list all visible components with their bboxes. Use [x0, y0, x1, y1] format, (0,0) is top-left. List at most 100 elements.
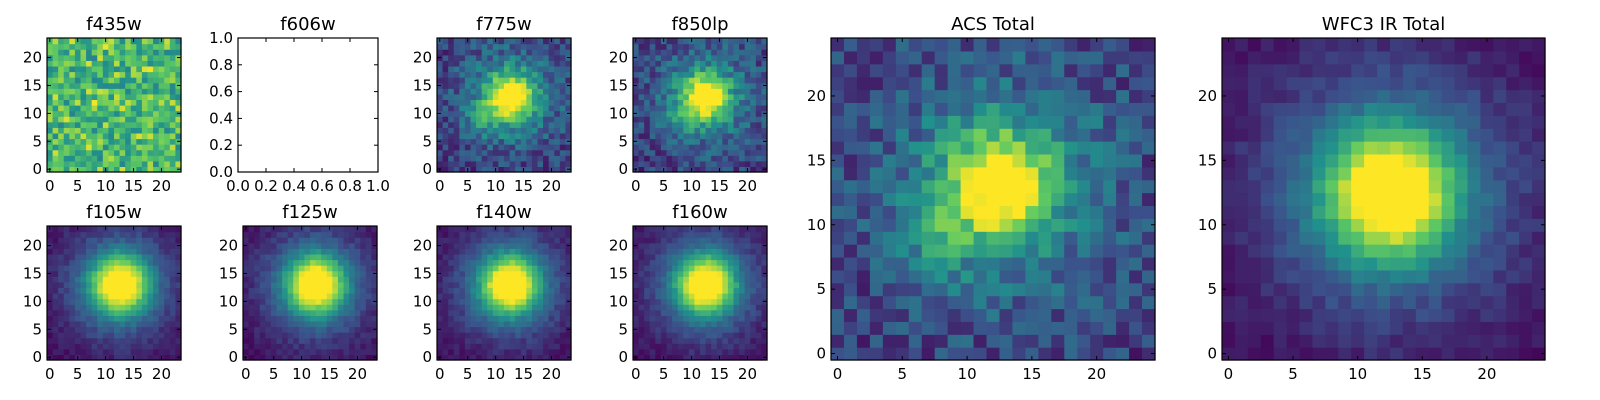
heatmap-cell	[476, 226, 483, 233]
heatmap-cell	[727, 93, 735, 101]
heatmap-cell	[437, 265, 444, 272]
heatmap-cell	[147, 253, 154, 261]
heatmap-cell	[509, 281, 516, 289]
heatmap-cell	[1454, 256, 1469, 271]
heatmap-cell	[1519, 282, 1533, 297]
heatmap-cell	[973, 128, 988, 142]
heatmap-cell	[973, 115, 988, 129]
heatmap-cell	[130, 71, 137, 78]
heatmap-cell	[526, 88, 533, 95]
heatmap-cell	[727, 121, 735, 128]
heatmap-cell	[459, 270, 466, 277]
heatmap-cell	[498, 298, 505, 305]
heatmap-cell	[91, 43, 98, 50]
heatmap-cell	[666, 105, 673, 112]
heatmap-cell	[481, 343, 488, 350]
heatmap-cell	[1532, 218, 1546, 232]
heatmap-cell	[1025, 141, 1039, 155]
heatmap-cell	[298, 348, 306, 356]
heatmap-cell	[74, 326, 82, 333]
heatmap-cell	[999, 205, 1014, 219]
heatmap-cell	[515, 248, 522, 255]
heatmap-cell	[464, 348, 472, 356]
heatmap-cell	[459, 259, 466, 266]
heatmap-cell	[125, 326, 132, 333]
heatmap-cell	[464, 88, 472, 95]
heatmap-cell	[895, 141, 910, 155]
heatmap-cell	[548, 348, 555, 356]
heatmap-cell	[526, 337, 533, 344]
heatmap-cell	[504, 116, 511, 123]
heatmap-cell	[739, 127, 746, 134]
heatmap-cell	[655, 99, 662, 106]
heatmap-cell	[509, 43, 516, 50]
heatmap-cell	[1402, 256, 1417, 271]
heatmap-cell	[1454, 347, 1469, 361]
heatmap-cell	[1051, 334, 1065, 348]
heatmap-cell	[1493, 192, 1507, 207]
heatmap-cell	[739, 99, 746, 106]
heatmap-cell	[108, 127, 115, 134]
heatmap-cell	[153, 138, 160, 145]
heatmap-cell	[504, 293, 511, 300]
heatmap-cell	[672, 77, 679, 84]
heatmap-cell	[97, 265, 104, 272]
heatmap-cell	[114, 231, 121, 238]
heatmap-cell	[1338, 115, 1352, 129]
heatmap-cell	[565, 105, 572, 112]
heatmap-cell	[254, 298, 261, 305]
heatmap-cell	[164, 337, 171, 344]
heatmap-cell	[74, 248, 82, 255]
heatmap-cell	[677, 121, 684, 128]
heatmap-cell	[349, 270, 356, 277]
heatmap-cell	[175, 127, 182, 134]
heatmap-cell	[869, 63, 884, 78]
heatmap-cell	[947, 218, 962, 232]
heatmap-cell	[554, 160, 561, 168]
heatmap-cell	[74, 127, 82, 134]
heatmap-cell	[52, 326, 59, 333]
heatmap-cell	[1038, 282, 1052, 297]
heatmap-cell	[58, 93, 65, 101]
heatmap-cell	[554, 65, 561, 73]
heatmap-cell	[1506, 141, 1520, 155]
heatmap-cell	[638, 160, 645, 168]
heatmap-cell	[476, 343, 483, 350]
heatmap-cell	[310, 293, 317, 300]
heatmap-cell	[1402, 321, 1417, 335]
heatmap-cell	[125, 293, 132, 300]
heatmap-cell	[464, 43, 472, 50]
heatmap-cell	[509, 320, 516, 328]
heatmap-cell	[973, 50, 988, 65]
heatmap-cell	[537, 270, 544, 277]
heatmap-cell	[633, 127, 640, 134]
heatmap-cell	[1142, 269, 1156, 284]
heatmap-cell	[487, 65, 494, 73]
heatmap-cell	[1129, 218, 1143, 232]
heatmap-cell	[442, 276, 449, 283]
heatmap-cell	[158, 253, 165, 261]
heatmap-cell	[1454, 128, 1469, 142]
heatmap-cell	[448, 43, 455, 50]
heatmap-cell	[973, 334, 988, 348]
heatmap-cell	[705, 54, 712, 61]
heatmap-cell	[254, 315, 261, 322]
heatmap-cell	[354, 276, 361, 283]
heatmap-cell	[1441, 205, 1456, 219]
heatmap-cell	[108, 155, 115, 162]
heatmap-cell	[119, 160, 126, 168]
x-tick-label: 0	[833, 365, 843, 383]
heatmap-cell	[999, 295, 1014, 310]
heatmap-cell	[543, 276, 550, 283]
heatmap-cell	[52, 65, 59, 73]
heatmap-cell	[515, 60, 522, 67]
heatmap-cell	[63, 281, 70, 289]
heatmap-cell	[136, 337, 143, 344]
heatmap-cell	[666, 110, 673, 117]
heatmap-cell	[74, 77, 82, 84]
heatmap-cell	[509, 54, 516, 61]
heatmap-cell	[437, 99, 444, 106]
heatmap-cell	[856, 153, 871, 168]
heatmap-cell	[1260, 166, 1275, 181]
heatmap-cell	[492, 348, 500, 356]
